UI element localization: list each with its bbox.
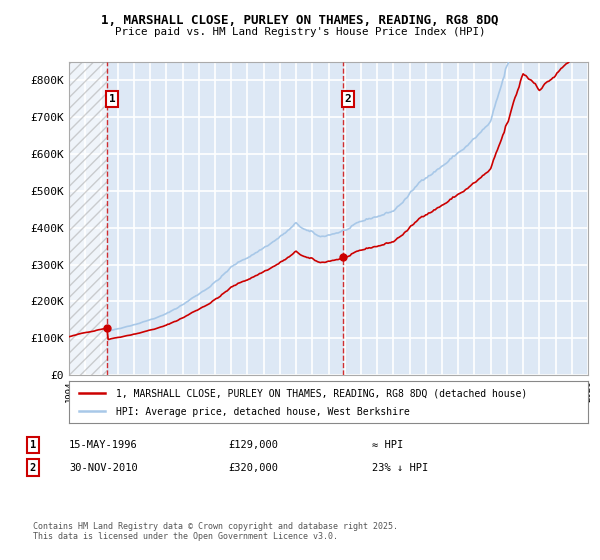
Text: ≈ HPI: ≈ HPI	[372, 440, 403, 450]
Bar	[69, 62, 107, 375]
Text: 15-MAY-1996: 15-MAY-1996	[69, 440, 138, 450]
Text: 1: 1	[109, 94, 116, 104]
Text: 2: 2	[345, 94, 352, 104]
Text: HPI: Average price, detached house, West Berkshire: HPI: Average price, detached house, West…	[116, 407, 409, 417]
Text: 2: 2	[30, 463, 36, 473]
Text: 1, MARSHALL CLOSE, PURLEY ON THAMES, READING, RG8 8DQ: 1, MARSHALL CLOSE, PURLEY ON THAMES, REA…	[101, 14, 499, 27]
Text: £129,000: £129,000	[228, 440, 278, 450]
Text: 1: 1	[30, 440, 36, 450]
Text: £320,000: £320,000	[228, 463, 278, 473]
Text: 30-NOV-2010: 30-NOV-2010	[69, 463, 138, 473]
Text: Contains HM Land Registry data © Crown copyright and database right 2025.
This d: Contains HM Land Registry data © Crown c…	[33, 522, 398, 542]
Text: Price paid vs. HM Land Registry's House Price Index (HPI): Price paid vs. HM Land Registry's House …	[115, 27, 485, 37]
Text: 23% ↓ HPI: 23% ↓ HPI	[372, 463, 428, 473]
Text: 1, MARSHALL CLOSE, PURLEY ON THAMES, READING, RG8 8DQ (detached house): 1, MARSHALL CLOSE, PURLEY ON THAMES, REA…	[116, 389, 527, 398]
